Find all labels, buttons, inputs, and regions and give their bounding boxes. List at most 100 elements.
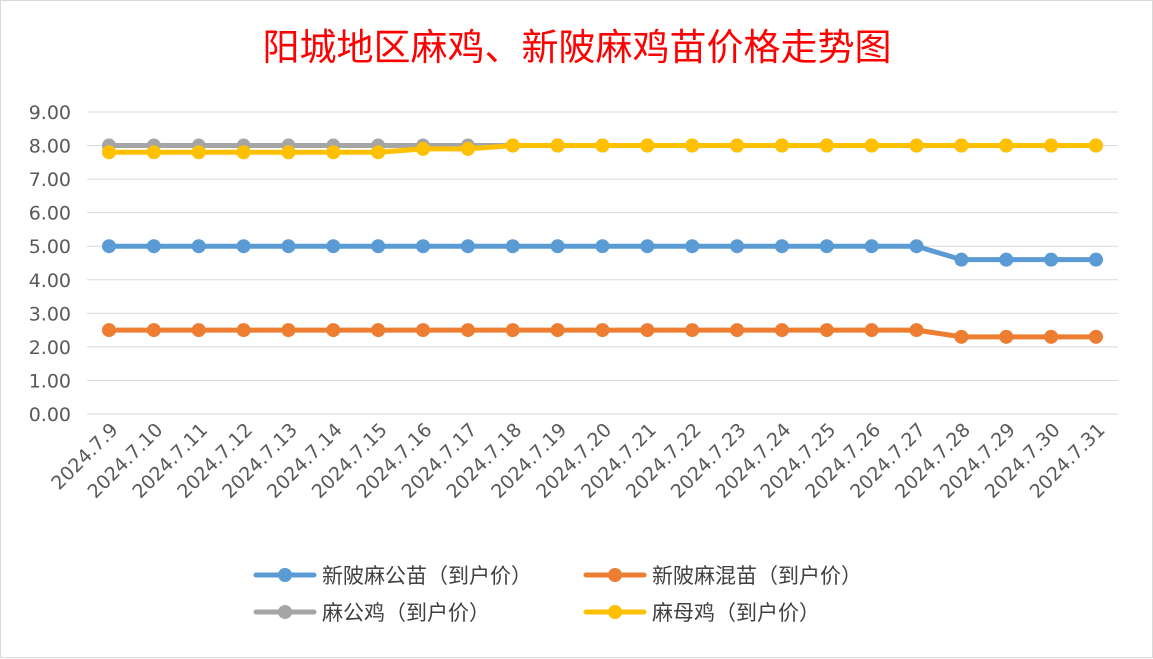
data-point [191, 323, 206, 338]
data-point [416, 141, 431, 156]
y-tick-label: 5.00 [29, 236, 71, 258]
data-point [416, 323, 431, 338]
y-tick-label: 1.00 [29, 370, 71, 392]
data-point [774, 323, 789, 338]
legend-swatch-marker [278, 605, 292, 619]
data-point [640, 239, 655, 254]
chart-title: 阳城地区麻鸡、新陂麻鸡苗价格走势图 [263, 26, 892, 69]
y-tick-label: 2.00 [29, 337, 71, 359]
y-tick-label: 9.00 [29, 102, 71, 124]
data-point [999, 252, 1014, 267]
data-point [640, 323, 655, 338]
data-point [326, 145, 341, 160]
legend-label: 新陂麻公苗（到户价） [322, 564, 532, 588]
x-axis-ticks: 2024.7.92024.7.102024.7.112024.7.122024.… [47, 419, 1109, 503]
legend-swatch-marker [608, 568, 622, 582]
data-point [505, 138, 520, 153]
data-point [102, 145, 116, 160]
legend-entry: 麻公鸡（到户价） [253, 601, 490, 625]
data-point [236, 145, 251, 160]
data-point [281, 239, 296, 254]
data-point [595, 239, 610, 254]
data-point [1044, 252, 1059, 267]
y-tick-label: 3.00 [29, 303, 71, 325]
data-point [505, 323, 520, 338]
data-point [819, 323, 834, 338]
series-1 [102, 323, 1103, 344]
data-point [236, 323, 251, 338]
data-point [1044, 329, 1059, 344]
data-point [505, 239, 520, 254]
data-point [371, 323, 386, 338]
data-point [550, 239, 565, 254]
data-point [371, 239, 386, 254]
data-point [1044, 138, 1059, 153]
data-point [146, 239, 161, 254]
data-point [1089, 252, 1103, 267]
legend-swatch-marker [608, 605, 622, 619]
data-point [460, 141, 475, 156]
data-point [999, 138, 1014, 153]
data-point [864, 239, 879, 254]
data-point [371, 145, 386, 160]
data-point [416, 239, 431, 254]
data-point [730, 323, 745, 338]
data-point [460, 239, 475, 254]
data-point [819, 239, 834, 254]
series-3 [102, 138, 1103, 160]
y-tick-label: 8.00 [29, 136, 71, 158]
legend-swatch-marker [278, 568, 292, 582]
data-point [102, 323, 116, 338]
data-point [550, 323, 565, 338]
data-point [954, 138, 969, 153]
series-0 [102, 239, 1103, 267]
data-point [640, 138, 655, 153]
data-point [326, 239, 341, 254]
data-point [909, 239, 924, 254]
data-point [550, 138, 565, 153]
data-point [460, 323, 475, 338]
data-point [326, 323, 341, 338]
legend-label: 新陂麻混苗（到户价） [652, 564, 862, 588]
data-point [146, 145, 161, 160]
data-point [102, 239, 116, 254]
data-point [146, 323, 161, 338]
data-point [819, 138, 834, 153]
data-point [864, 138, 879, 153]
data-point [864, 323, 879, 338]
data-point [909, 323, 924, 338]
data-point [954, 329, 969, 344]
y-tick-label: 4.00 [29, 270, 71, 292]
data-point [685, 138, 700, 153]
data-point [730, 138, 745, 153]
data-point [954, 252, 969, 267]
legend-entry: 新陂麻混苗（到户价） [583, 564, 862, 588]
data-point [595, 323, 610, 338]
data-point [685, 323, 700, 338]
data-point [281, 145, 296, 160]
data-point [774, 239, 789, 254]
data-point [595, 138, 610, 153]
y-tick-label: 7.00 [29, 169, 71, 191]
y-axis-ticks: 0.00 1.00 2.00 3.00 4.00 5.00 6.00 7.00 8.00 9.00 [29, 102, 71, 426]
legend-entry: 麻母鸡（到户价） [583, 601, 820, 625]
data-point [999, 329, 1014, 344]
series-lines [102, 138, 1103, 344]
data-point [730, 239, 745, 254]
data-point [1089, 138, 1103, 153]
data-point [191, 145, 206, 160]
data-point [281, 323, 296, 338]
legend-entry: 新陂麻公苗（到户价） [253, 564, 532, 588]
data-point [236, 239, 251, 254]
data-point [685, 239, 700, 254]
legend-label: 麻公鸡（到户价） [322, 601, 490, 625]
data-point [774, 138, 789, 153]
legend: 新陂麻公苗（到户价） 新陂麻混苗（到户价） 麻公鸡（到户价） 麻母鸡（到户价） [253, 564, 862, 625]
legend-label: 麻母鸡（到户价） [652, 601, 820, 625]
data-point [1089, 329, 1103, 344]
data-point [191, 239, 206, 254]
data-point [909, 138, 924, 153]
y-tick-label: 6.00 [29, 203, 71, 225]
